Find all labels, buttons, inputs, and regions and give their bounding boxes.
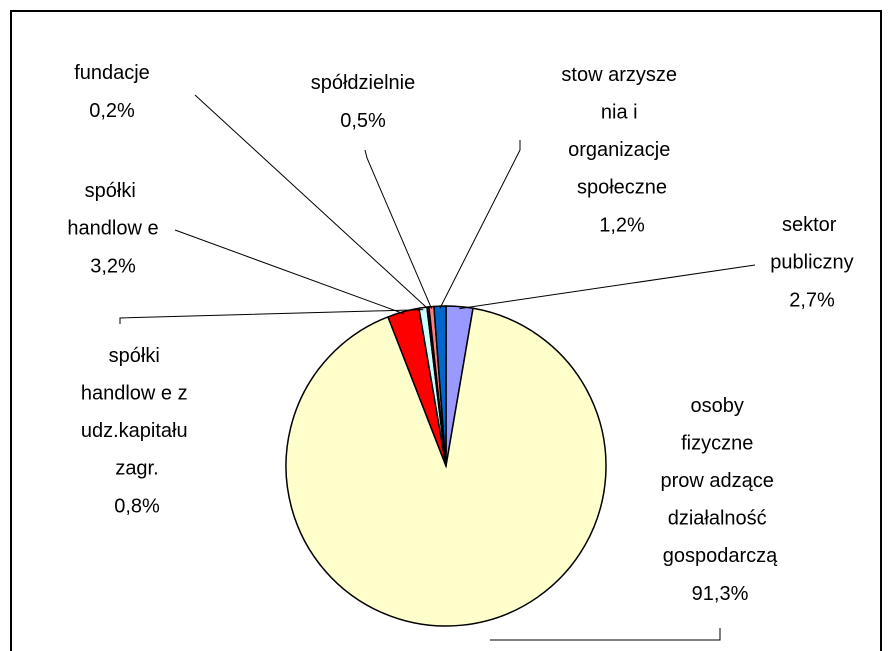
value-label: 0,5% [340, 110, 386, 132]
value-label: 3,2% [90, 255, 136, 277]
slice-label: stow arzysze nia i organizacje społeczne [561, 64, 682, 199]
leader-line [439, 140, 521, 309]
slice-label: spółdzielnie [311, 72, 416, 94]
value-label: 0,8% [114, 495, 160, 517]
slice-label: sektor publiczny [770, 214, 853, 274]
slice-label: spółki handlow e z udz.kapitału zagr. [81, 345, 193, 480]
slice-label: spółki handlow e [67, 180, 158, 240]
leader-line [459, 264, 756, 310]
value-label: 91,3% [692, 583, 749, 605]
leader-line [174, 229, 404, 315]
value-label: 0,2% [89, 100, 135, 122]
pie-slice [433, 305, 447, 467]
pie-slice [285, 307, 607, 627]
value-label: 1,2% [599, 214, 645, 236]
leader-line [194, 94, 429, 310]
value-label: 2,7% [789, 289, 835, 311]
leader-line [119, 309, 424, 324]
leader-line [364, 149, 433, 309]
slice-label: fundacje [74, 62, 150, 84]
leader-line [490, 628, 721, 641]
slice-label: osoby fizyczne prow adzące działalność g… [661, 395, 780, 567]
